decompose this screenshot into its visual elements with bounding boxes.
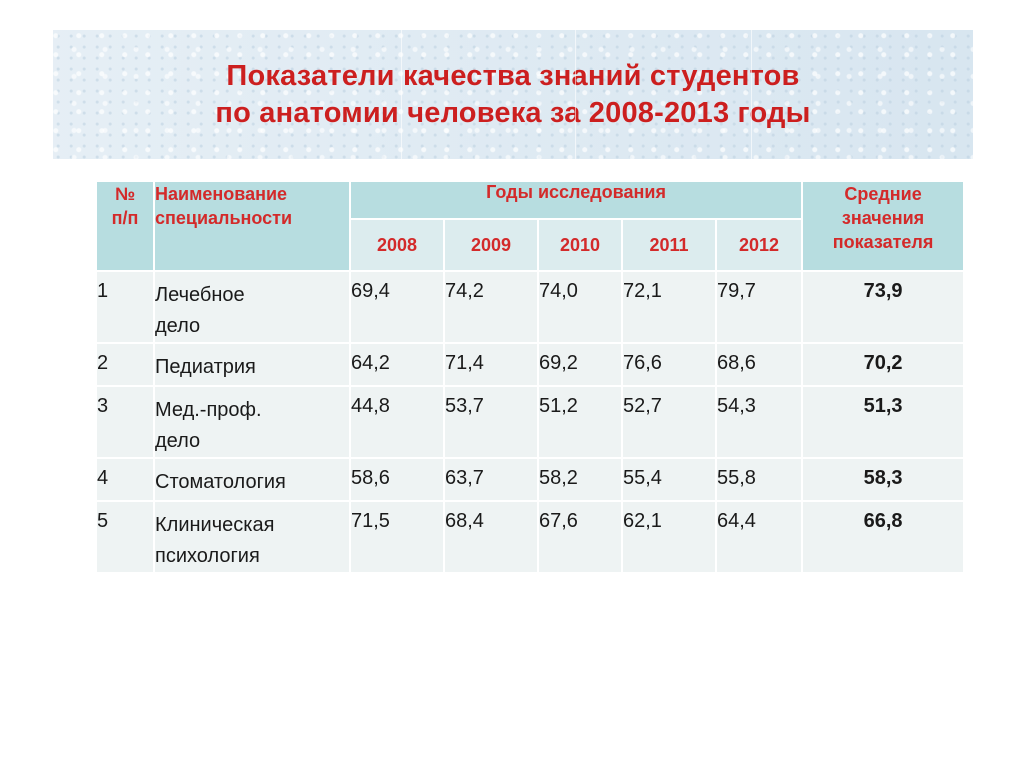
value-cell: 64,4 [714,500,804,574]
slide-title-line-2: по анатомии человека за 2008-2013 годы [215,96,811,129]
header-years-group: Годы исследования [348,180,804,220]
value-cell: 69,4 [349,270,445,344]
specialty-name-line-1: Педиатрия [155,356,256,378]
value-cell: 55,8 [714,457,804,502]
specialty-name: Клиническая психология [153,500,351,574]
banner-texture-seam [401,30,402,159]
specialty-name-line-1: Мед.-проф. [155,399,262,421]
results-table: № п/п Наименование специальности Годы ис… [95,180,966,574]
header-num: № п/п [95,180,155,272]
banner-texture-seam [751,30,752,159]
header-num-line-1: № [114,184,136,204]
specialty-name: Мед.-проф. дело [153,385,351,459]
value-cell: 62,1 [621,500,717,574]
value-cell: 71,4 [443,342,539,387]
year-header: 2011 [621,218,717,272]
year-header: 2012 [714,218,804,272]
header-average-line-2: значения [841,208,925,228]
header-name-line-2: специальности [155,208,293,228]
value-cell: 53,7 [443,385,539,459]
value-cell: 68,6 [714,342,804,387]
specialty-name: Педиатрия [153,342,351,387]
header-average-line-1: Средние [844,184,922,204]
value-cell: 74,0 [537,270,623,344]
row-number: 5 [95,500,155,574]
value-cell: 55,4 [621,457,717,502]
row-number: 1 [95,270,155,344]
value-cell: 64,2 [349,342,445,387]
specialty-name-line-1: Клиническая [155,514,275,536]
header-name-line-1: Наименование [155,184,288,204]
header-num-line-2: п/п [111,208,139,228]
title-banner: Показатели качества знаний студентов по … [53,30,973,159]
value-cell: 79,7 [714,270,804,344]
table-row: 3 Мед.-проф. дело 44,8 53,7 51,2 52,7 54… [95,385,966,459]
value-cell: 68,4 [443,500,539,574]
header-average: Средние значения показателя [801,180,966,272]
value-cell: 76,6 [621,342,717,387]
year-header: 2010 [537,218,623,272]
specialty-name-line-2: дело [155,315,201,337]
table-row: 1 Лечебное дело 69,4 74,2 74,0 72,1 79,7… [95,270,966,344]
specialty-name-line-1: Стоматология [155,471,286,493]
value-cell: 58,2 [537,457,623,502]
header-row-top: № п/п Наименование специальности Годы ис… [95,180,966,272]
value-cell: 67,6 [537,500,623,574]
average-cell: 51,3 [801,385,966,459]
value-cell: 44,8 [349,385,445,459]
value-cell: 74,2 [443,270,539,344]
header-average-line-3: показателя [832,232,934,252]
slide-title-line-1: Показатели качества знаний студентов [226,59,800,92]
value-cell: 69,2 [537,342,623,387]
value-cell: 72,1 [621,270,717,344]
specialty-name-line-2: дело [155,430,201,452]
value-cell: 71,5 [349,500,445,574]
average-cell: 70,2 [801,342,966,387]
header-name: Наименование специальности [153,180,351,272]
row-number: 2 [95,342,155,387]
average-cell: 73,9 [801,270,966,344]
specialty-name: Лечебное дело [153,270,351,344]
specialty-name-line-1: Лечебное [155,284,245,306]
table-row: 2 Педиатрия 64,2 71,4 69,2 76,6 68,6 70,… [95,342,966,387]
year-header: 2009 [443,218,539,272]
specialty-name-line-2: психология [155,545,260,567]
table-row: 5 Клиническая психология 71,5 68,4 67,6 … [95,500,966,574]
value-cell: 58,6 [349,457,445,502]
specialty-name: Стоматология [153,457,351,502]
row-number: 4 [95,457,155,502]
year-header: 2008 [349,218,445,272]
value-cell: 54,3 [714,385,804,459]
banner-texture-seam [575,30,576,159]
table-row: 4 Стоматология 58,6 63,7 58,2 55,4 55,8 … [95,457,966,502]
row-number: 3 [95,385,155,459]
header-row-years: 2008 2009 2010 2011 2012 [96,218,964,272]
value-cell: 51,2 [537,385,623,459]
value-cell: 63,7 [443,457,539,502]
average-cell: 58,3 [801,457,966,502]
value-cell: 52,7 [621,385,717,459]
average-cell: 66,8 [801,500,966,574]
